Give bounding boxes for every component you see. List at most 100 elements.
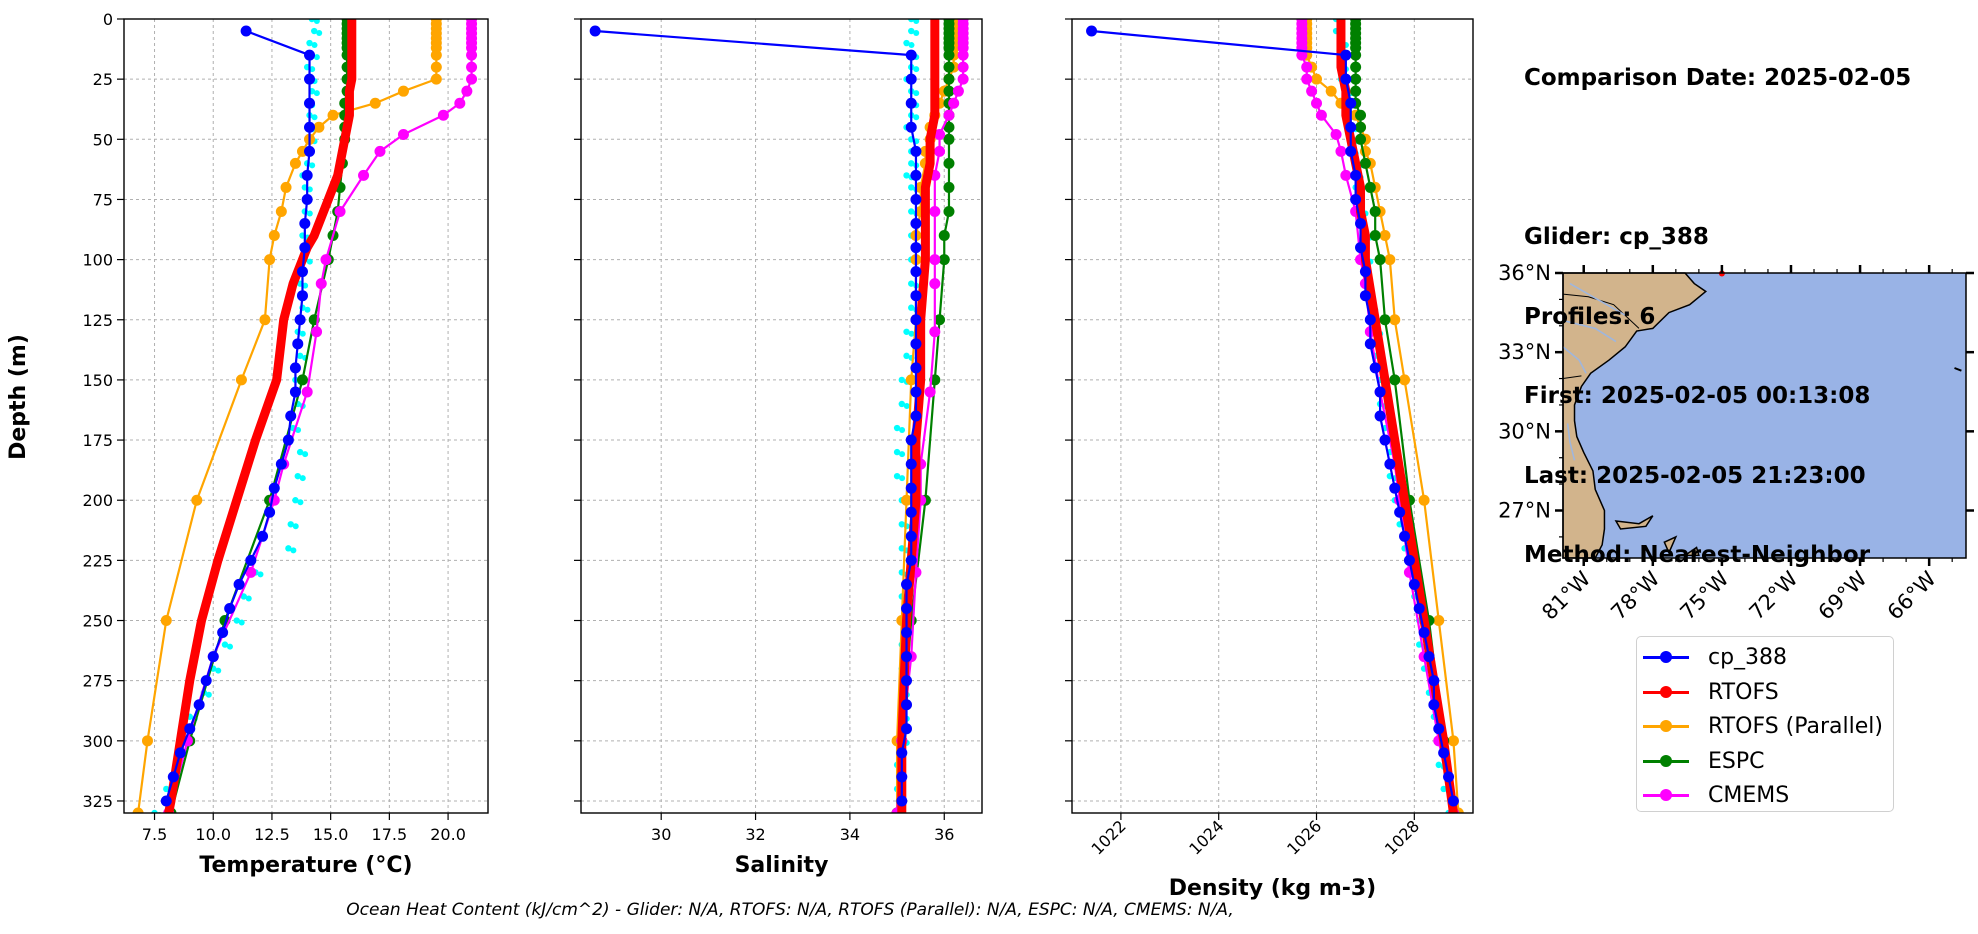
salinity-point-cmems	[929, 254, 941, 266]
salinity-point-cp-388	[896, 795, 908, 807]
salinity-glider-raw-point	[893, 448, 901, 456]
density-point-rtofs	[1449, 809, 1457, 813]
density-point-espc	[1355, 109, 1367, 121]
comparison-date: Comparison Date: 2025-02-05	[1524, 65, 1912, 91]
density-point-espc	[1379, 314, 1391, 326]
info-spacer	[1524, 145, 1911, 172]
map-bermuda	[1954, 367, 1962, 372]
salinity-frame	[580, 18, 983, 814]
temperature-glider-raw-point	[285, 545, 292, 552]
temperature-point-cmems	[311, 326, 323, 338]
temperature-point-rtofs-parallel-	[430, 61, 442, 73]
ocean-heat-content-footer: Ocean Heat Content (kJ/cm^2) - Glider: N…	[346, 900, 1234, 920]
salinity-point-cp-388	[589, 25, 601, 37]
depth-tick-label: 0	[103, 10, 113, 29]
salinity-point-cp-388	[910, 290, 922, 302]
temperature-point-cp-388	[217, 627, 229, 639]
temperature-frame	[123, 18, 489, 814]
density-point-cp-388	[1384, 458, 1396, 470]
salinity-point-espc	[943, 85, 955, 97]
salinity-point-rtofs	[921, 232, 929, 240]
salinity-point-espc	[938, 230, 950, 242]
salinity-point-rtofs	[921, 207, 929, 215]
density-glider-raw-point	[1440, 785, 1447, 793]
info-block: Comparison Date: 2025-02-05 Glider: cp_3…	[1524, 12, 1911, 595]
density-point-cp-388	[1364, 314, 1376, 326]
salinity-glider-raw-point	[903, 172, 910, 179]
salinity-glider-raw-point	[908, 304, 915, 311]
temperature-point-cp-388	[200, 675, 212, 687]
profiles-count: Profiles: 6	[1524, 303, 1656, 330]
salinity-point-cp-388	[905, 458, 917, 470]
temperature-glider-raw-point	[233, 617, 240, 624]
density-point-espc	[1355, 133, 1367, 145]
salinity-point-espc	[943, 121, 955, 133]
temperature-point-rtofs-parallel-	[264, 254, 276, 266]
salinity-point-rtofs-parallel-	[905, 374, 917, 386]
temperature-glider-raw-point	[302, 451, 309, 458]
salinity-point-rtofs	[926, 159, 934, 167]
density-point-espc	[1389, 374, 1401, 386]
temperature-point-rtofs	[345, 99, 353, 107]
temperature-glider-raw-point	[151, 809, 158, 813]
salinity-point-cp-388	[901, 651, 913, 663]
density-point-cmems	[1301, 73, 1313, 85]
depth-tick-label: 50	[93, 130, 113, 149]
density-point-cmems	[1335, 145, 1347, 157]
density-point-rtofs	[1361, 232, 1369, 240]
density-point-cp-388	[1433, 723, 1445, 735]
temperature-point-rtofs	[315, 220, 323, 228]
density-point-rtofs-parallel-	[1433, 615, 1445, 627]
density-point-cp-388	[1355, 218, 1367, 230]
temperature-glider-raw-point	[296, 448, 304, 456]
salinity-point-rtofs	[917, 376, 925, 384]
salinity-glider-raw-point	[908, 160, 915, 167]
temperature-point-cp-388	[289, 362, 301, 374]
temperature-glider-raw-point	[306, 186, 313, 193]
density-point-cp-388	[1428, 699, 1440, 711]
depth-tick-label: 75	[93, 190, 113, 209]
temperature-point-rtofs	[252, 436, 260, 444]
temperature-glider-raw-point	[245, 595, 252, 602]
temperature-point-rtofs	[197, 617, 205, 625]
density-point-espc	[1350, 49, 1362, 61]
temperature-glider-raw-point	[313, 19, 320, 24]
density-point-cp-388	[1086, 25, 1098, 37]
density-glider-raw-point	[1435, 761, 1442, 769]
temperature-point-cp-388	[282, 434, 294, 446]
salinity-point-cp-388	[910, 169, 922, 181]
salinity-glider-raw-point	[903, 402, 910, 409]
salinity-point-rtofs	[931, 87, 939, 95]
salinity-glider-raw-point	[908, 184, 915, 191]
temperature-glider-raw-point	[302, 282, 309, 289]
depth-tick-label: 100	[82, 251, 113, 270]
salinity-point-espc	[943, 49, 955, 61]
temperature-tick-label: 10.0	[195, 825, 231, 844]
salinity-point-cp-388	[910, 362, 922, 374]
temperature-point-rtofs-parallel-	[259, 314, 271, 326]
salinity-glider-raw-point	[898, 545, 905, 552]
density-point-cp-388	[1364, 338, 1376, 350]
density-point-espc	[1350, 85, 1362, 97]
density-point-rtofs	[1337, 63, 1345, 71]
temperature-point-cp-388	[299, 218, 311, 230]
temperature-point-rtofs	[338, 147, 346, 155]
temperature-glider-raw-point	[292, 523, 299, 530]
salinity-point-cp-388	[905, 434, 917, 446]
salinity-plot-area	[589, 19, 969, 813]
density-point-rtofs-parallel-	[1311, 73, 1323, 85]
temperature-point-rtofs-parallel-	[397, 85, 409, 97]
temperature-point-cp-388	[285, 410, 297, 422]
temperature-point-cp-388	[292, 338, 304, 350]
temperature-point-rtofs	[214, 556, 222, 564]
density-plot-area	[1086, 19, 1464, 813]
density-point-cmems	[1306, 85, 1318, 97]
salinity-point-espc	[943, 133, 955, 145]
legend-item-cp-388: cp_388	[1637, 643, 1893, 673]
temperature-point-cp-388	[207, 651, 219, 663]
salinity-point-cp-388	[905, 73, 917, 85]
salinity-tick-label: 30	[651, 825, 671, 844]
salinity-point-cmems	[943, 109, 955, 121]
density-point-cp-388	[1340, 49, 1352, 61]
temperature-glider-raw-point	[311, 42, 318, 49]
